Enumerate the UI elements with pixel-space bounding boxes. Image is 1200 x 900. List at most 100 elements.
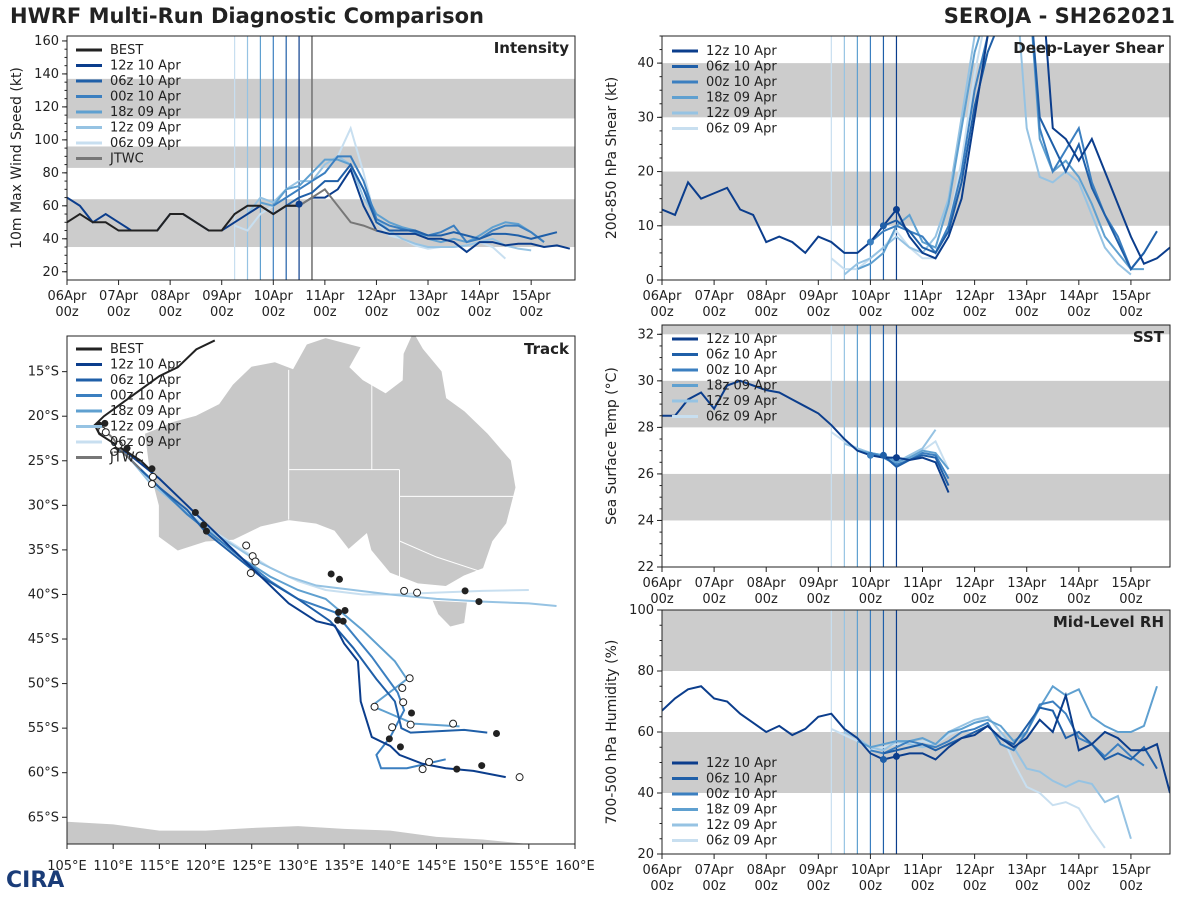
intensity-series-line: [260, 158, 545, 244]
track-xtick-label: 160°E: [555, 859, 595, 874]
shear-xtick-label: 00z: [963, 305, 987, 320]
rh-xtick-label: 11Apr: [903, 863, 943, 878]
sst-xtick-label: 07Apr: [695, 576, 735, 591]
rh-ytick-label: 40: [637, 786, 654, 801]
sst-title: SST: [1133, 328, 1165, 346]
shear-init-marker: [892, 206, 900, 214]
intensity-best-line: [67, 204, 300, 232]
track-legend-label: 18z 09 Apr: [110, 404, 181, 419]
sst-xtick-label: 00z: [1067, 592, 1091, 607]
intensity-legend-label: 00z 10 Apr: [110, 90, 181, 105]
intensity-ytick-label: 20: [42, 265, 59, 280]
track-xtick-label: 155°E: [509, 859, 549, 874]
shear-xtick-label: 00z: [1119, 305, 1143, 320]
rh-xtick-label: 00z: [963, 879, 987, 894]
intensity-init-marker: [295, 200, 303, 208]
intensity-xtick-label: 10Apr: [254, 289, 294, 304]
sst-ytick-label: 26: [637, 467, 654, 482]
track-series-line: [112, 442, 506, 779]
shear-xtick-label: 08Apr: [747, 289, 787, 304]
intensity-legend-label: BEST: [110, 43, 143, 58]
shear-xtick-label: 15Apr: [1111, 289, 1151, 304]
sst-series-line: [882, 454, 950, 486]
intensity-frame: [66, 35, 576, 281]
track-position-dot: [327, 570, 335, 578]
intensity-legend-label: 06z 10 Apr: [110, 74, 181, 89]
rh-init-marker: [892, 752, 900, 760]
shear-xtick-label: 09Apr: [799, 289, 839, 304]
sst-legend-label: 12z 09 Apr: [706, 394, 777, 409]
sst-legend-label: 00z 10 Apr: [706, 363, 777, 378]
track-position-open-dot: [413, 588, 422, 597]
track-position-open-dot: [398, 684, 407, 693]
track-legend-label: 06z 10 Apr: [110, 373, 181, 388]
track-position-open-dot: [370, 702, 379, 711]
track-position-dot: [123, 444, 131, 452]
intensity-xtick-label: 14Apr: [460, 289, 500, 304]
sst-plot-area: [662, 325, 1170, 567]
track-position-open-dot: [405, 674, 414, 683]
track-legend-label: 06z 09 Apr: [110, 435, 181, 450]
sst-xtick-label: 00z: [1119, 592, 1143, 607]
storm-id-title: SEROJA - SH262021: [943, 4, 1175, 28]
track-position-open-dot: [515, 773, 524, 782]
intensity-ytick-label: 100: [34, 133, 59, 148]
track-legend-label: BEST: [110, 342, 143, 357]
intensity-title: Intensity: [494, 39, 570, 57]
rh-series-line: [662, 685, 1170, 794]
intensity-ytick-label: 120: [34, 100, 59, 115]
page-title: HWRF Multi-Run Diagnostic Comparison: [10, 4, 485, 28]
intensity-jtwc-line: [298, 187, 377, 232]
shear-series-line: [869, 36, 1145, 272]
antarctica-landmass: [67, 821, 529, 844]
track-position-open-dot: [246, 569, 255, 578]
rh-series-line: [883, 706, 1158, 770]
intensity-legend-label: 12z 09 Apr: [110, 121, 181, 136]
intensity-ytick-label: 80: [42, 166, 59, 181]
track-xtick-label: 135°E: [324, 859, 364, 874]
track-position-open-dot: [251, 557, 260, 566]
track-plot-area: [67, 336, 557, 844]
track-position-dot: [339, 617, 347, 625]
shear-ytick-label: 0: [646, 273, 654, 288]
track-position-dot: [341, 606, 349, 614]
rh-xtick-label: 00z: [650, 879, 674, 894]
track-series-line: [112, 442, 557, 608]
track-position-dot: [453, 765, 461, 773]
sst-xtick-label: 15Apr: [1111, 576, 1151, 591]
sst-ytick-label: 24: [637, 513, 654, 528]
track-position-open-dot: [425, 758, 434, 767]
shear-series-line: [830, 36, 984, 271]
intensity-band: [67, 78, 575, 119]
track-legend-label: 12z 10 Apr: [110, 358, 181, 373]
intensity-xtick-label: 00z: [55, 305, 79, 320]
shear-xtick-label: 12Apr: [955, 289, 995, 304]
intensity-ylabel: 10m Max Wind Speed (kt): [9, 67, 25, 249]
track-position-dot: [475, 598, 483, 606]
sst-xtick-label: 14Apr: [1059, 576, 1099, 591]
track-position-open-dot: [101, 428, 110, 437]
rh-xtick-label: 00z: [755, 879, 779, 894]
intensity-plot-area: [67, 36, 575, 280]
rh-xtick-label: 06Apr: [642, 863, 682, 878]
rh-band: [662, 610, 1170, 671]
track-legend-label: 12z 09 Apr: [110, 420, 181, 435]
shear-series-line: [883, 36, 1158, 272]
track-position-open-dot: [242, 541, 251, 550]
sst-xtick-label: 00z: [859, 592, 883, 607]
intensity-band: [67, 199, 575, 248]
rh-plot-area: [662, 610, 1170, 854]
track-position-open-dot: [449, 719, 458, 728]
rh-xtick-label: 08Apr: [747, 863, 787, 878]
rh-legend-label: 06z 09 Apr: [706, 834, 777, 849]
shear-xtick-label: 00z: [859, 305, 883, 320]
rh-xtick-label: 00z: [807, 879, 831, 894]
intensity-xtick-label: 11Apr: [305, 289, 345, 304]
track-position-open-dot: [148, 472, 157, 481]
sst-init-marker: [892, 454, 900, 462]
shear-legend-label: 06z 10 Apr: [706, 60, 777, 75]
track-xtick-label: 120°E: [186, 859, 226, 874]
sst-ytick-label: 32: [637, 327, 654, 342]
sst-band: [662, 325, 1170, 335]
